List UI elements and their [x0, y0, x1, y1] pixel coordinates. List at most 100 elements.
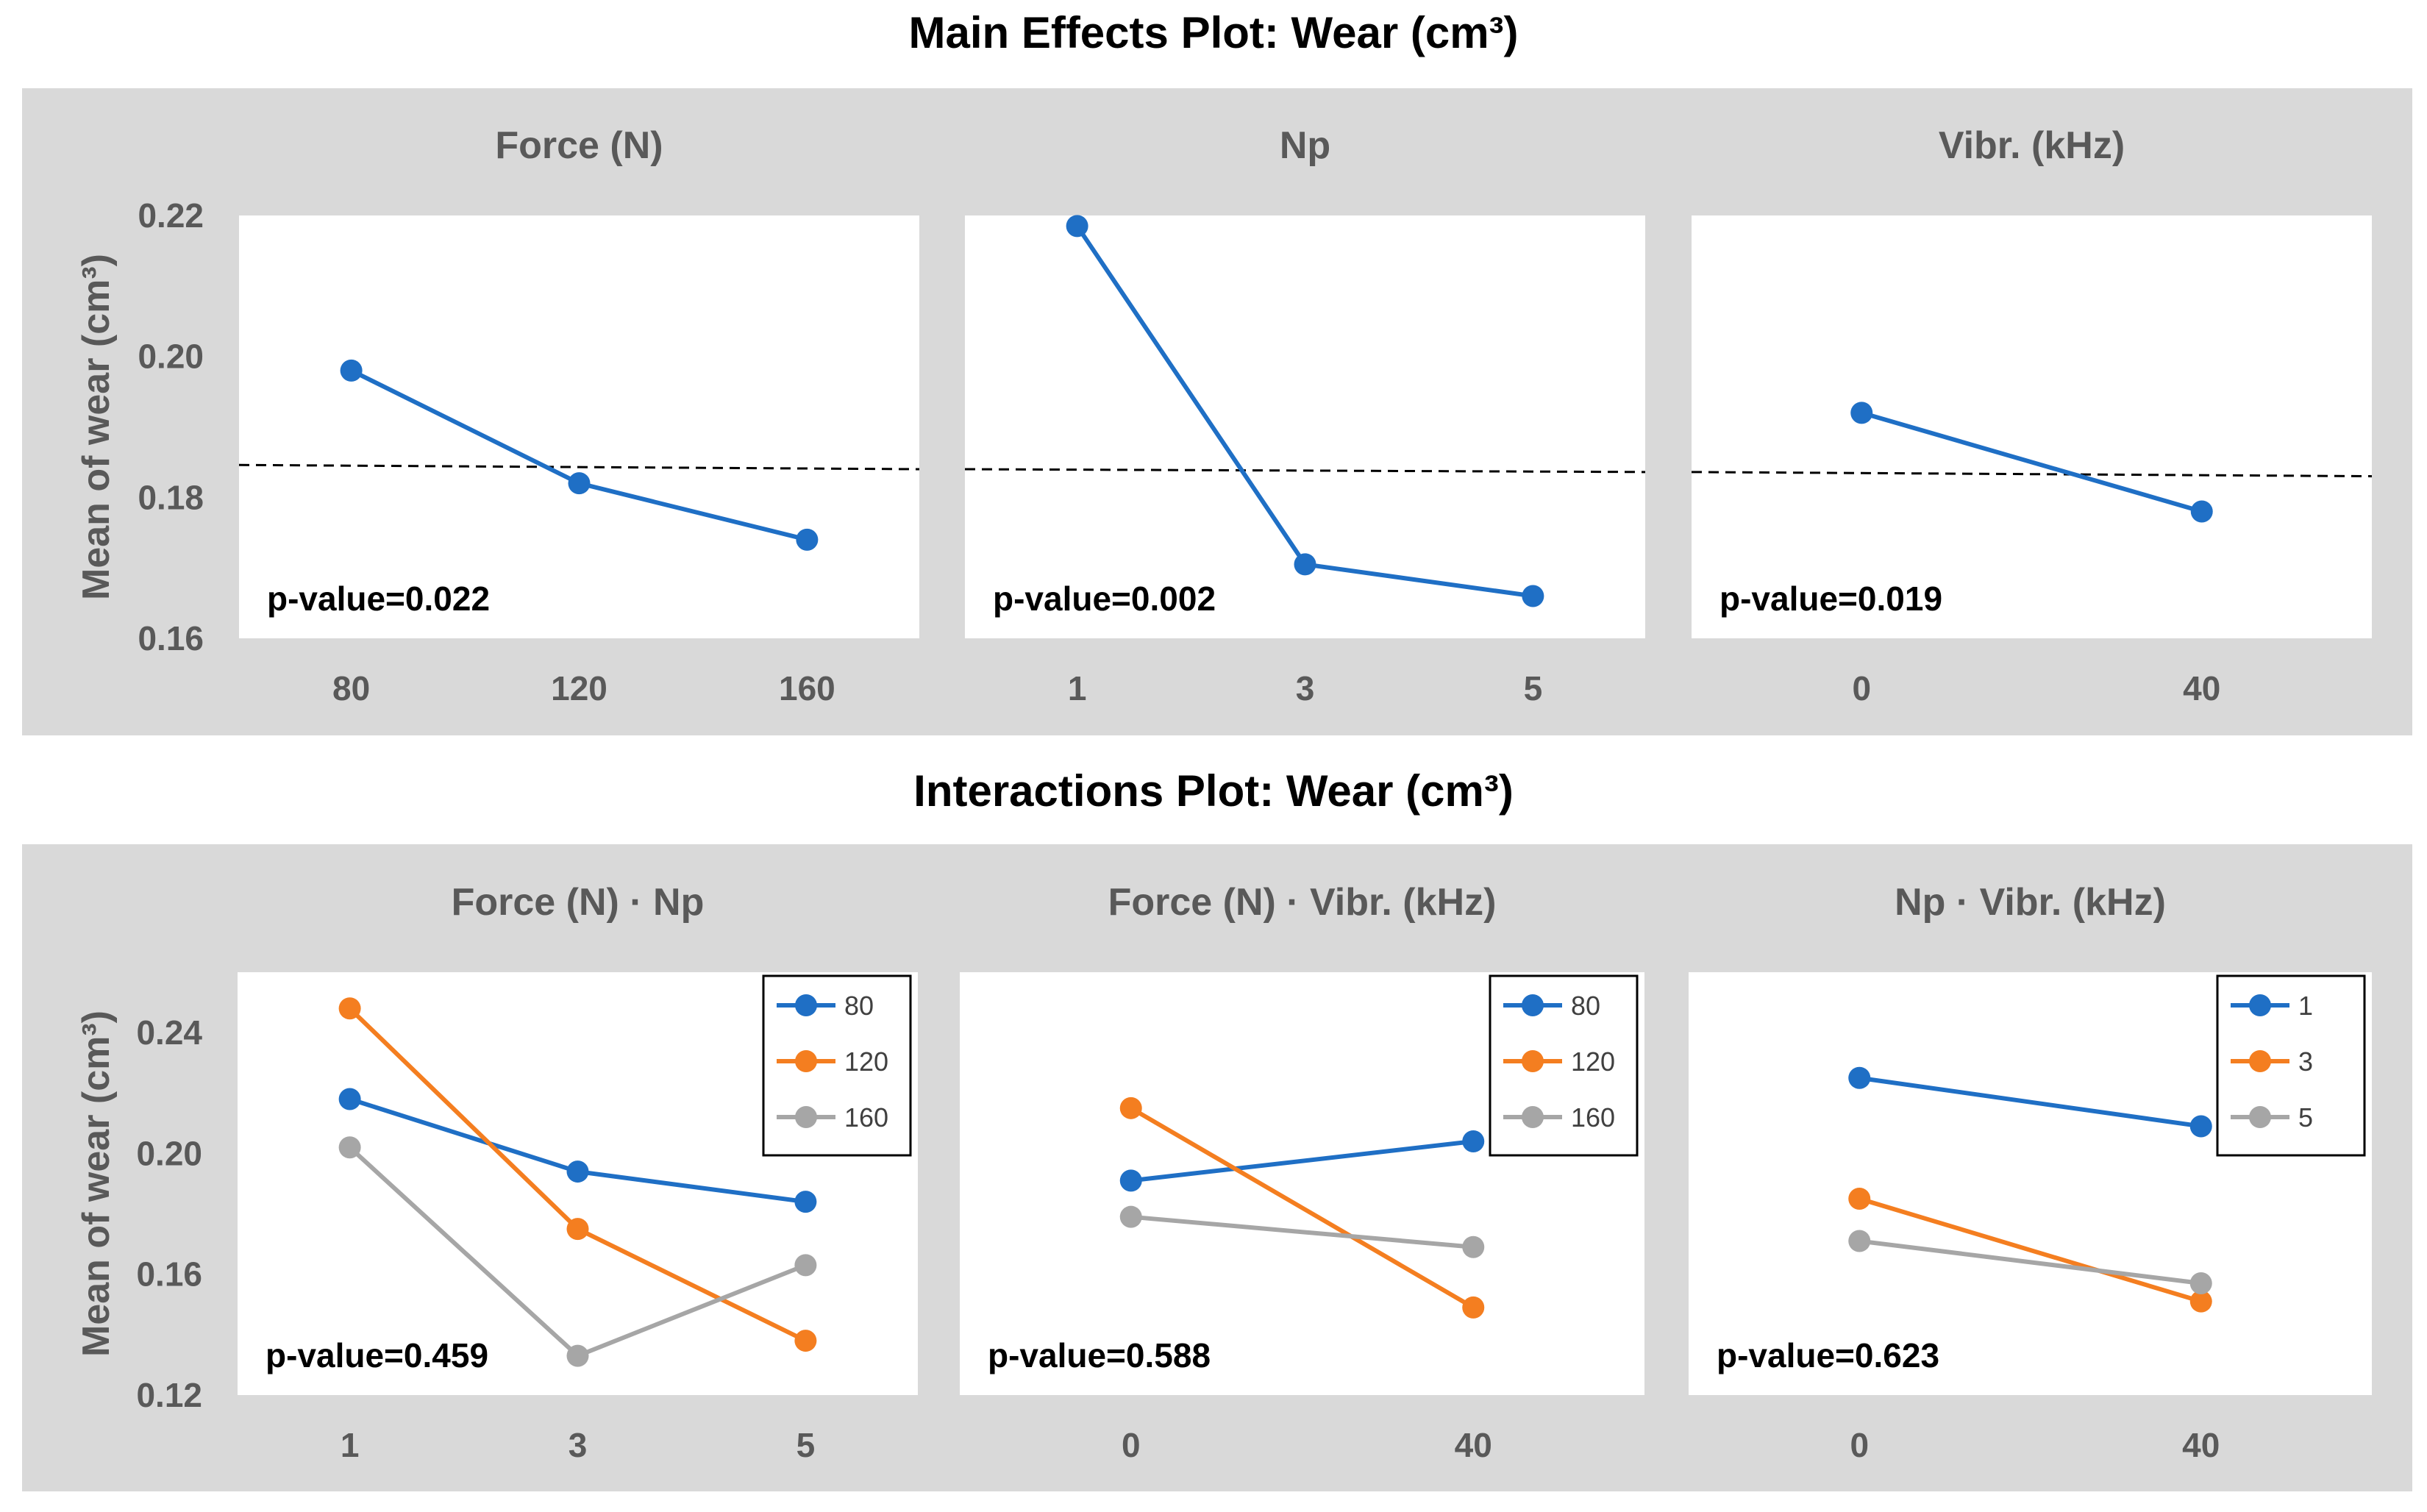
p-value-label: p-value=0.459: [265, 1336, 488, 1374]
grand-mean-line: [964, 468, 1646, 474]
panel-title: Force (N) · Np: [452, 881, 705, 924]
legend-swatch-marker: [795, 1106, 817, 1128]
x-tick-label: 160: [779, 669, 835, 707]
panel-force-n-vibr-khz: Force (N) · Vibr. (kHz) 0 40 p-value=0.588 8…: [960, 881, 1644, 1464]
x-tick-label: 40: [2182, 1426, 2220, 1464]
x-tick-label: 40: [2183, 669, 2220, 707]
plot-area: [239, 215, 919, 638]
p-value-label: p-value=0.588: [988, 1336, 1211, 1374]
legend-label: 160: [1571, 1102, 1615, 1133]
data-point-1: [2189, 1115, 2212, 1138]
data-point-np: [1522, 585, 1544, 607]
y-tick-label: 0.20: [138, 338, 204, 376]
panel-force-n-np: Force (N) · Np 0.12 0.16 0.20 0.24 Mean of we…: [75, 881, 918, 1464]
x-tick-label: 80: [332, 669, 370, 707]
panel-force-n: Force (N) 0.16 0.18 0.20 0.22 Mean of wear (c…: [75, 124, 920, 707]
legend-label: 80: [844, 991, 874, 1021]
data-point-120: [1462, 1296, 1485, 1319]
data-point-3: [1848, 1188, 1871, 1210]
interactions-title: Interactions Plot: Wear (cm³): [913, 766, 1514, 816]
legend-swatch-marker: [2249, 1106, 2271, 1128]
series-line-vibr-khz: [1861, 410, 2203, 514]
data-point-np: [1066, 215, 1088, 238]
panel-title: Vibr. (kHz): [1939, 124, 2125, 167]
legend-label: 160: [844, 1102, 888, 1133]
y-tick-label: 0.18: [138, 478, 204, 516]
legend: 80 120 160: [762, 974, 912, 1157]
x-tick-label: 3: [569, 1426, 588, 1464]
series-line-160: [1130, 1214, 1474, 1249]
x-tick-label: 1: [341, 1426, 360, 1464]
y-tick-label: 0.16: [138, 619, 204, 657]
data-point-vibr-khz: [1850, 402, 1873, 424]
series-line-120: [1130, 1106, 1475, 1310]
data-point-5: [1848, 1230, 1871, 1252]
data-point-120: [566, 1218, 589, 1241]
legend-swatch-marker: [1522, 994, 1544, 1016]
legend-swatch-marker: [2249, 1050, 2271, 1072]
data-point-80: [338, 1088, 361, 1110]
y-axis-label: Mean of wear (cm³): [75, 1010, 118, 1357]
data-point-160: [338, 1136, 361, 1159]
panel-title: Np · Vibr. (kHz): [1895, 881, 2166, 924]
y-tick-label: 0.12: [136, 1376, 202, 1414]
plot-area: [1692, 215, 2372, 638]
x-tick-label: 5: [1524, 669, 1543, 707]
main-effects-title: Main Effects Plot: Wear (cm³): [908, 8, 1518, 57]
data-point-120: [794, 1330, 817, 1352]
series-line-5: [1858, 1238, 2202, 1286]
legend-swatch-marker: [2249, 994, 2271, 1016]
legend-swatch-marker: [795, 994, 817, 1016]
x-tick-label: 5: [796, 1426, 816, 1464]
data-point-120: [1119, 1096, 1142, 1119]
data-point-80: [1462, 1130, 1485, 1152]
x-tick-label: 0: [1852, 669, 1871, 707]
y-tick-label: 0.22: [138, 196, 204, 235]
data-point-80: [566, 1160, 589, 1183]
grand-mean-line: [238, 463, 920, 471]
legend-swatch-marker: [1522, 1050, 1544, 1072]
p-value-label: p-value=0.022: [267, 580, 490, 618]
x-tick-label: 120: [551, 669, 607, 707]
data-point-np: [1294, 553, 1316, 576]
data-point-1: [1848, 1066, 1871, 1089]
data-point-160: [794, 1254, 817, 1277]
data-point-160: [566, 1344, 589, 1367]
data-point-vibr-khz: [2190, 500, 2213, 523]
y-tick-label: 0.20: [136, 1134, 202, 1172]
data-point-force-n: [796, 528, 819, 551]
legend-label: 3: [2298, 1046, 2313, 1077]
series-line-3: [1858, 1197, 2202, 1304]
legend-label: 1: [2298, 991, 2313, 1021]
data-point-force-n: [340, 359, 363, 382]
grand-mean-line: [1691, 471, 2373, 478]
data-point-160: [1462, 1235, 1485, 1258]
data-point-120: [338, 997, 361, 1020]
y-tick-label: 0.24: [136, 1013, 202, 1052]
y-axis-label: Mean of wear (cm³): [75, 254, 118, 600]
panels: Force (N) 0.16 0.18 0.20 0.22 Mean of wear (c…: [75, 124, 2373, 1464]
panel-np: Np 1 3 5 p-value=0.002: [964, 124, 1646, 707]
series-line-80: [1130, 1139, 1474, 1183]
legend-label: 80: [1571, 991, 1600, 1021]
legend-label: 120: [844, 1046, 888, 1077]
panel-title: Force (N): [495, 124, 663, 167]
p-value-label: p-value=0.019: [1719, 580, 1942, 618]
legend-swatch-marker: [795, 1050, 817, 1072]
data-point-3: [2189, 1290, 2212, 1313]
legend-swatch-marker: [1522, 1106, 1544, 1128]
data-point-160: [1119, 1205, 1142, 1228]
p-value-label: p-value=0.002: [993, 580, 1216, 618]
p-value-label: p-value=0.623: [1717, 1336, 1939, 1374]
x-tick-label: 40: [1455, 1426, 1492, 1464]
x-tick-label: 1: [1068, 669, 1087, 707]
legend: 80 120 160: [1489, 974, 1639, 1157]
series-line-1: [1858, 1075, 2202, 1129]
data-point-5: [2189, 1272, 2212, 1295]
legend-box: [2216, 974, 2366, 1157]
legend: 1 3 5: [2216, 974, 2366, 1157]
panel-title: Np: [1280, 124, 1330, 167]
legend-label: 5: [2298, 1102, 2313, 1133]
x-tick-label: 3: [1296, 669, 1315, 707]
